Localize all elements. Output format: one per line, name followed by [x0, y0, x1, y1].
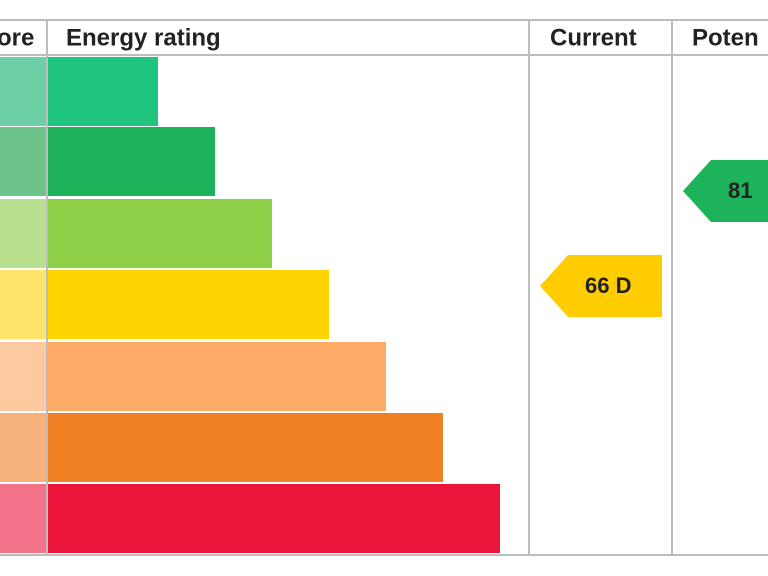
potential-arrow — [683, 160, 768, 222]
rating-bar — [48, 270, 329, 339]
rating-bar — [48, 199, 272, 268]
header-potential: Poten — [692, 24, 759, 51]
potential-rating: 81 — [728, 178, 752, 203]
score-cell — [0, 342, 46, 411]
rating-bar — [48, 413, 443, 482]
score-cell — [0, 484, 46, 553]
rating-bar — [48, 127, 215, 196]
header-score: ore — [0, 24, 34, 51]
score-cell — [0, 127, 46, 196]
score-cell — [0, 57, 46, 126]
score-cell — [0, 199, 46, 268]
rating-bar — [48, 57, 158, 126]
score-cell — [0, 413, 46, 482]
score-cell — [0, 270, 46, 339]
header-current: Current — [550, 24, 637, 51]
header-rating: Energy rating — [66, 24, 221, 51]
rating-bar — [48, 484, 500, 553]
current-arrow — [540, 255, 662, 317]
current-rating: 66 D — [585, 273, 631, 298]
rating-bar — [48, 342, 386, 411]
